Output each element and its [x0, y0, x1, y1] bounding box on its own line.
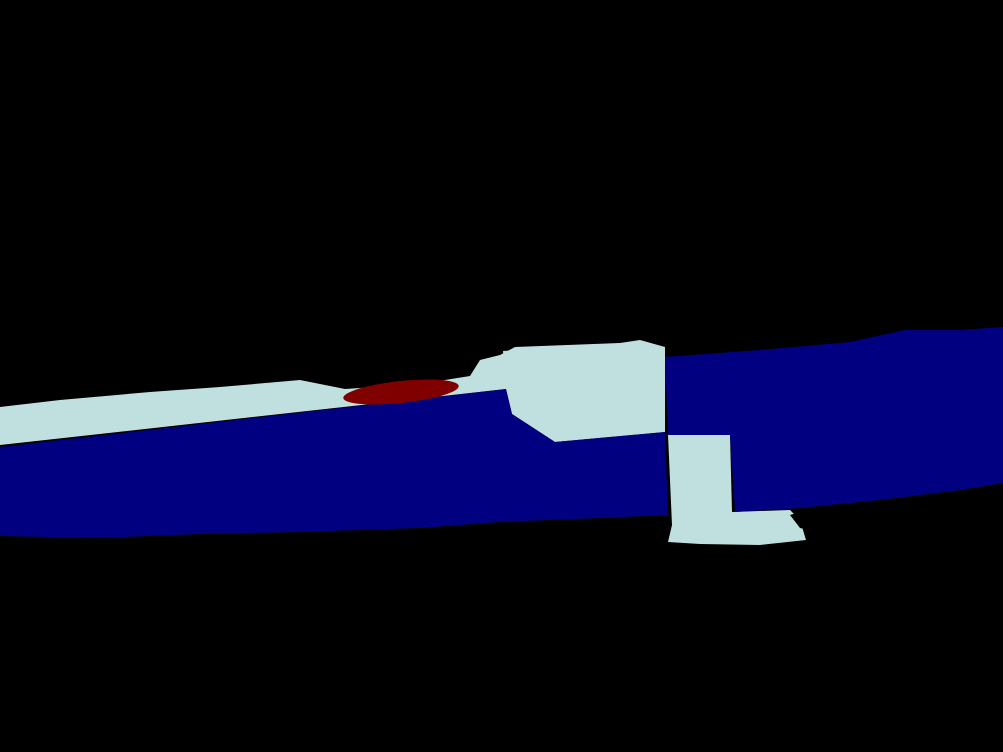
light-cyan-region-pillar [668, 435, 806, 545]
dark-red-region [343, 379, 459, 405]
background-region-notch [790, 504, 880, 530]
navy-region-right-band [665, 327, 1003, 512]
navy-region-left-band [0, 389, 668, 538]
light-cyan-region-middle-block [503, 343, 665, 442]
light-cyan-region-left-strip [0, 340, 665, 445]
